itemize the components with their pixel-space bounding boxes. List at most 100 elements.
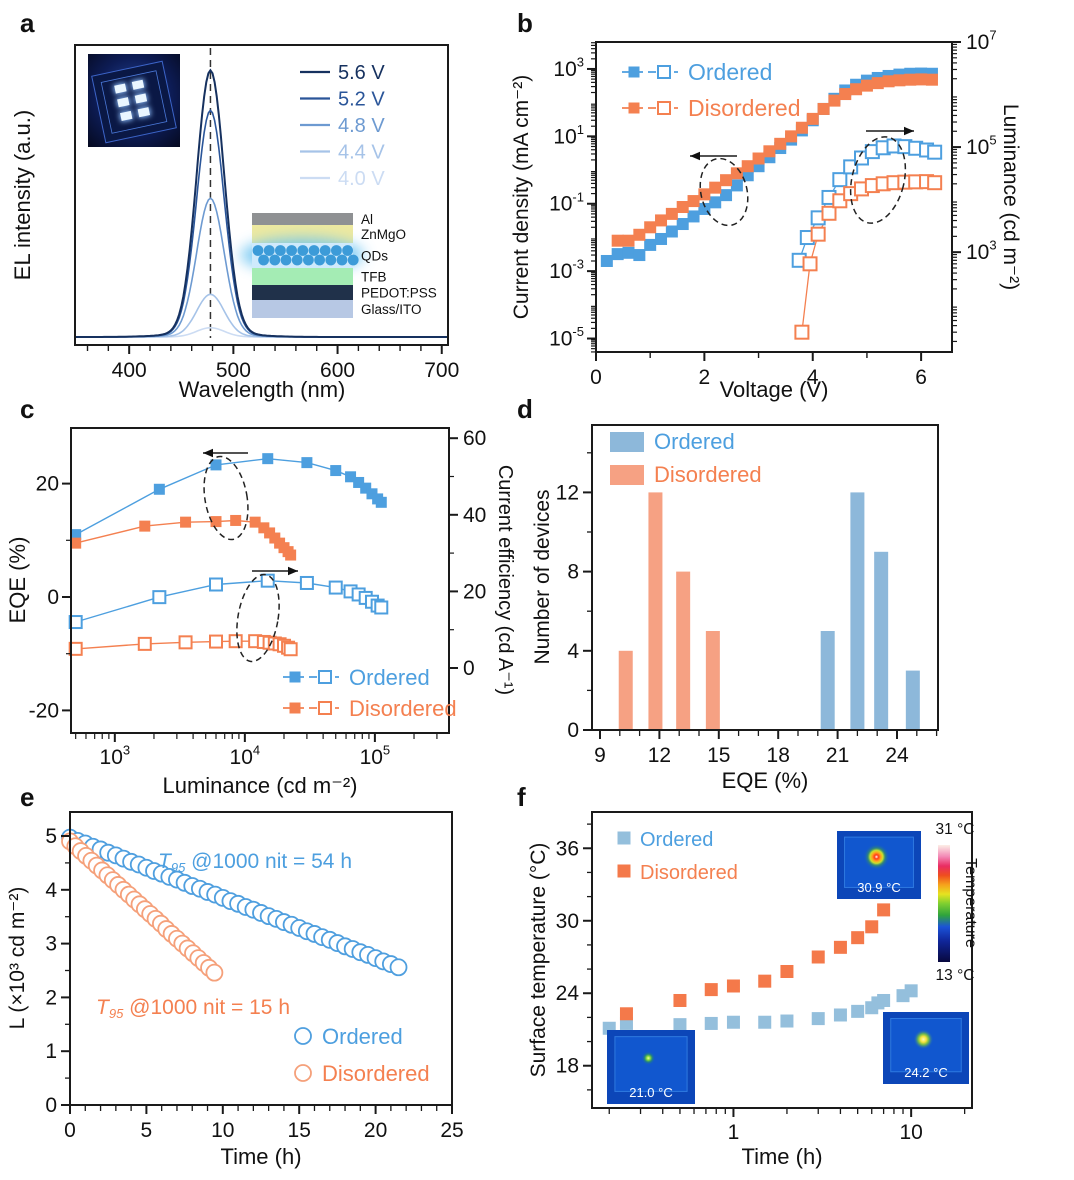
marker-open-square	[318, 701, 332, 715]
thermal-image-inset: 21.0 °C	[607, 1030, 695, 1104]
marker-open-square	[152, 590, 167, 605]
lit-pixel	[117, 97, 130, 108]
y-tick-label: 0	[47, 586, 59, 609]
y-tick-label: 5	[45, 825, 57, 848]
marker-open-circle	[294, 1064, 312, 1082]
marker-filled-square	[865, 920, 879, 934]
marker-filled-square	[644, 238, 657, 251]
x-axis-title: EQE (%)	[722, 768, 809, 793]
x-tick-label: 25	[440, 1119, 463, 1142]
marker-open-circle	[294, 1027, 312, 1045]
y-tick-label: 40	[463, 504, 486, 527]
marker-filled-square	[619, 1007, 633, 1021]
tick-label: 10-3	[549, 257, 584, 283]
legend-label: Ordered	[688, 59, 772, 85]
stack-layer-label: ZnMgO	[361, 227, 406, 242]
marker-filled-square	[860, 79, 873, 92]
histogram-bar-disordered	[705, 631, 720, 730]
marker-filled-square	[752, 152, 765, 165]
y-axis-title: L (×10³ cd m⁻²)	[6, 887, 29, 1030]
annotation-arrow	[690, 151, 700, 161]
annotation-arrow	[904, 126, 914, 136]
marker-filled-square	[698, 188, 711, 201]
y-axis-title-right: Luminance (cd m⁻²)	[999, 104, 1022, 290]
x-tick-label: 700	[424, 359, 459, 382]
legend-label: 4.8 V	[338, 115, 385, 137]
marker-filled-square	[230, 514, 242, 526]
marker-filled-square	[210, 459, 222, 471]
stack-layer	[252, 213, 353, 225]
y-tick-label: 2	[45, 986, 57, 1009]
thermal-reading: 21.0 °C	[629, 1085, 673, 1100]
marker-open-square	[927, 175, 943, 191]
histogram-bar-ordered	[874, 551, 889, 730]
annotation-ellipse	[849, 136, 907, 224]
lit-pixel	[114, 83, 127, 94]
y-axis-title-left: Current density (mA cm⁻²)	[510, 75, 533, 319]
tick-label: 104	[230, 743, 261, 769]
marker-filled-square	[780, 964, 794, 978]
colorbar-title: Temperature	[962, 858, 979, 948]
marker-filled-square	[726, 979, 740, 993]
legend-label: 5.2 V	[338, 89, 385, 111]
marker-filled-square	[811, 1012, 825, 1026]
thermal-image-inset: 30.9 °C	[837, 831, 921, 899]
marker-open-square	[374, 600, 389, 615]
marker-filled-square	[258, 522, 270, 534]
stack-layer	[252, 225, 353, 243]
marker-filled-square	[628, 102, 640, 114]
y-tick-label: 60	[463, 427, 486, 450]
y-tick-label: 0	[567, 719, 579, 742]
legend-label: 4.4 V	[338, 142, 385, 164]
marker-filled-square	[780, 1014, 794, 1028]
stack-layer-label: PEDOT:PSS	[361, 286, 437, 301]
stack-layer-label: QDs	[361, 249, 388, 264]
annotation-ellipse	[236, 573, 280, 663]
lit-pixel	[134, 93, 148, 104]
marker-open-square	[68, 641, 83, 656]
marker-filled-square	[153, 483, 165, 495]
annotation-arrow	[288, 566, 298, 576]
marker-filled-square	[673, 1018, 687, 1032]
y-tick-label: 8	[567, 561, 579, 584]
y-tick-label: 0	[45, 1094, 57, 1117]
legend-swatch	[610, 465, 644, 485]
marker-filled-square	[673, 993, 687, 1007]
x-tick-label: 0	[590, 366, 602, 389]
x-tick-label: 1	[728, 1121, 740, 1144]
marker-filled-square	[833, 1008, 847, 1022]
marker-filled-square	[774, 137, 787, 150]
marker-open-square	[137, 636, 152, 651]
y-axis-title: Surface temperature (°C)	[527, 843, 550, 1078]
marker-filled-square	[617, 864, 631, 878]
legend-label: 4.0 V	[338, 168, 385, 190]
annotation-arrow	[203, 448, 213, 458]
marker-filled-square	[375, 496, 387, 508]
x-tick-label: 5	[141, 1119, 153, 1142]
histogram-bar-ordered	[850, 492, 865, 730]
marker-filled-square	[709, 181, 722, 194]
marker-open-circle	[205, 963, 224, 982]
marker-filled-square	[877, 993, 891, 1007]
marker-filled-square	[665, 225, 678, 238]
y-tick-label: 3	[45, 933, 57, 956]
marker-filled-square	[833, 940, 847, 954]
marker-open-square	[802, 256, 818, 272]
thermal-reading: 24.2 °C	[904, 1065, 948, 1080]
stack-layer	[252, 285, 353, 300]
plot-frame	[595, 41, 953, 353]
tick-label: 105	[966, 133, 997, 159]
marker-filled-square	[758, 1015, 772, 1029]
marker-filled-square	[655, 232, 668, 245]
x-tick-label: 400	[112, 359, 147, 382]
plot-frame	[591, 424, 939, 731]
marker-filled-square	[622, 246, 635, 259]
marker-filled-square	[180, 516, 192, 528]
marker-filled-square	[655, 214, 668, 227]
marker-filled-square	[249, 516, 261, 528]
panel-label-a: a	[20, 8, 35, 38]
marker-filled-square	[851, 1004, 865, 1018]
marker-filled-square	[925, 73, 938, 86]
lifetime-annotation: T95 @1000 nit = 54 h	[158, 850, 352, 875]
